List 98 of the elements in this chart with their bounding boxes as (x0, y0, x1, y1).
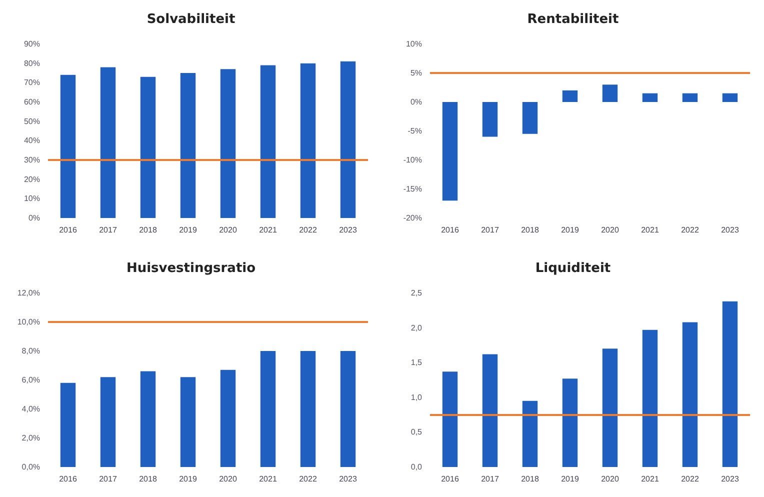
y-tick-label: 6,0% (22, 376, 40, 384)
y-tick-label: 0% (28, 214, 40, 222)
x-tick-label: 2023 (339, 226, 358, 234)
chart-title: Huisvestingsratio (126, 261, 256, 276)
x-tick-label: 2021 (641, 226, 660, 234)
bar (220, 370, 236, 467)
bar (442, 372, 458, 467)
x-tick-label: 2023 (721, 226, 740, 234)
y-tick-label: 90% (24, 40, 40, 48)
y-tick-label: 4,0% (22, 404, 40, 414)
bar (522, 400, 538, 467)
x-tick-label: 2019 (179, 226, 198, 234)
y-tick-label: 10% (24, 194, 40, 204)
x-tick-label: 2017 (99, 474, 118, 484)
bar (100, 67, 116, 218)
y-tick-label: 20% (24, 174, 40, 184)
bar (722, 93, 738, 102)
bar (180, 377, 196, 467)
y-tick-label: -10% (403, 156, 422, 164)
bar (300, 63, 316, 218)
bar (602, 84, 618, 102)
x-tick-label: 2022 (681, 474, 700, 484)
x-tick-label: 2017 (481, 226, 500, 234)
x-tick-label: 2018 (139, 226, 158, 234)
bar (340, 61, 356, 218)
y-tick-label: 8,0% (22, 346, 40, 356)
bar (562, 90, 578, 102)
x-tick-label: 2016 (59, 226, 78, 234)
chart-title: Solvabiliteit (146, 12, 236, 27)
bar (220, 69, 236, 218)
bar (722, 301, 738, 467)
y-tick-label: 0% (410, 98, 422, 106)
bar (100, 377, 116, 467)
y-tick-label: 2,0% (22, 434, 40, 442)
x-tick-label: 2019 (561, 474, 580, 484)
y-tick-label: 5% (410, 68, 422, 78)
x-tick-label: 2018 (139, 474, 158, 484)
bar (60, 382, 76, 467)
y-tick-label: 1,5 (410, 358, 423, 368)
y-tick-label: 80% (24, 58, 40, 68)
x-tick-label: 2020 (601, 226, 620, 234)
y-tick-label: 2,0 (410, 323, 423, 332)
bar (682, 322, 698, 467)
x-tick-label: 2022 (299, 226, 318, 234)
x-tick-label: 2019 (561, 226, 580, 234)
y-tick-label: 10% (406, 40, 422, 48)
bar (642, 330, 658, 467)
x-tick-label: 2021 (259, 474, 278, 484)
bar (522, 102, 538, 134)
x-tick-label: 2019 (179, 474, 198, 484)
x-tick-label: 2022 (681, 226, 700, 234)
y-tick-label: 12,0% (17, 288, 40, 298)
y-tick-label: 1,0 (410, 392, 423, 402)
x-tick-label: 2018 (521, 474, 540, 484)
x-tick-label: 2016 (59, 474, 78, 484)
y-tick-label: 70% (24, 78, 40, 88)
y-tick-label: 30% (24, 156, 40, 164)
x-tick-label: 2023 (339, 474, 358, 484)
x-tick-label: 2017 (99, 226, 118, 234)
bar (562, 378, 578, 467)
bar (180, 73, 196, 218)
bar (340, 351, 356, 467)
x-tick-label: 2023 (721, 474, 740, 484)
x-tick-label: 2022 (299, 474, 318, 484)
x-tick-label: 2016 (441, 474, 460, 484)
y-tick-label: 0,0 (410, 462, 423, 472)
x-tick-label: 2017 (481, 474, 500, 484)
x-tick-label: 2018 (521, 226, 540, 234)
y-tick-label: 2,5 (410, 288, 423, 298)
bar (260, 351, 276, 467)
bar (682, 93, 698, 102)
bar (482, 354, 498, 467)
bar (602, 348, 618, 467)
x-tick-label: 2016 (441, 226, 460, 234)
y-tick-label: 10,0% (17, 318, 40, 326)
bar (140, 76, 156, 218)
y-tick-label: 40% (24, 136, 40, 146)
bar (260, 65, 276, 218)
bar (642, 93, 658, 102)
bar (300, 351, 316, 467)
y-tick-label: -15% (403, 184, 422, 194)
bar (140, 371, 156, 467)
y-tick-label: 60% (24, 98, 40, 106)
y-tick-label: 0,0% (22, 462, 40, 472)
x-tick-label: 2020 (219, 226, 238, 234)
bar (482, 102, 498, 137)
chart-title: Liquiditeit (535, 261, 611, 276)
x-tick-label: 2021 (259, 226, 278, 234)
y-tick-label: 50% (24, 116, 40, 126)
x-tick-label: 2020 (219, 474, 238, 484)
bar (60, 74, 76, 218)
bar (442, 102, 458, 201)
y-tick-label: -5% (408, 126, 422, 136)
x-tick-label: 2020 (601, 474, 620, 484)
chart-title: Rentabiliteit (527, 12, 619, 27)
x-tick-label: 2021 (641, 474, 660, 484)
y-tick-label: -20% (403, 214, 422, 222)
y-tick-label: 0,5 (410, 428, 423, 437)
